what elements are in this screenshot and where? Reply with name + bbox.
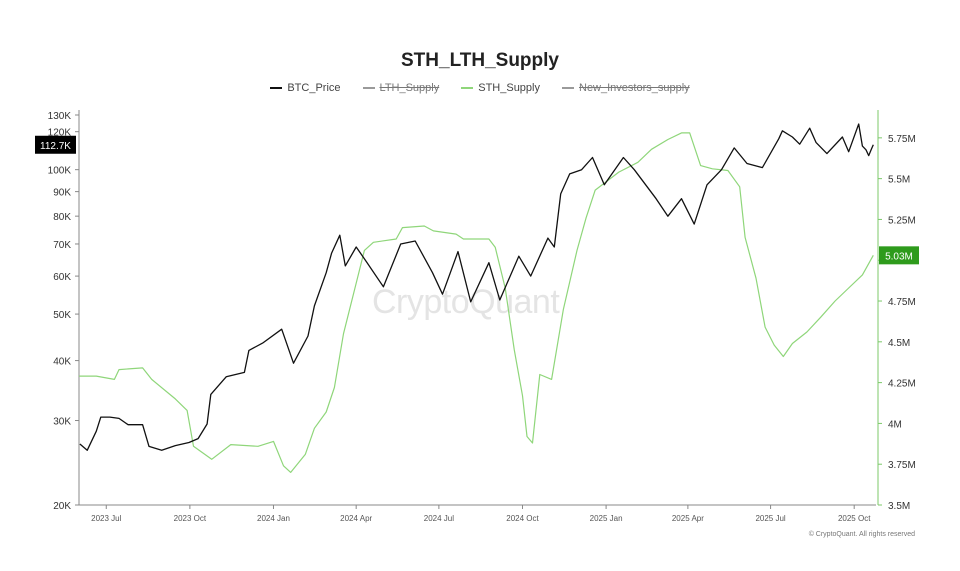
x-tick-label: 2025 Jul <box>755 514 785 523</box>
x-tick-label: 2024 Oct <box>506 514 539 523</box>
left-tick-label: 120K <box>48 128 72 139</box>
last-value-badge-btc <box>35 135 76 154</box>
x-tick-label: 2025 Jan <box>590 514 623 523</box>
left-tick-label: 70K <box>53 240 71 251</box>
legend-item-sth-supply[interactable]: STH_Supply <box>461 82 540 94</box>
series-line-sth-supply <box>79 132 874 473</box>
last-value-label-btc: 112.7K <box>40 141 71 152</box>
left-tick-label: 130K <box>48 111 72 122</box>
right-tick-label: 4.5M <box>888 338 910 349</box>
x-tick-label: 2025 Apr <box>672 514 704 523</box>
x-tick-label: 2024 Jul <box>424 514 454 523</box>
right-tick-label: 3.5M <box>888 501 910 512</box>
copyright-notice: © CryptoQuant. All rights reserved <box>808 531 915 538</box>
labels-layer: 112.7K 5.03M <box>35 135 919 265</box>
series-line-btc-price <box>79 123 874 451</box>
series-layer <box>79 123 874 473</box>
right-tick-label: 5.75M <box>888 134 916 145</box>
legend-item-btc-price[interactable]: BTC_Price <box>270 82 341 94</box>
legend-label-btc-price: BTC_Price <box>287 82 341 94</box>
legend-label-lth-supply: LTH_Supply <box>379 82 440 94</box>
last-value-badge-sth <box>879 246 919 265</box>
left-tick-label: 100K <box>48 166 72 177</box>
x-tick-label: 2023 Jul <box>91 514 121 523</box>
right-tick-label: 4.75M <box>888 297 916 308</box>
legend-swatch-new-investors-supply <box>562 87 574 89</box>
legend-item-lth-supply[interactable]: LTH_Supply <box>362 82 440 94</box>
right-tick-label: 4M <box>888 419 902 430</box>
left-tick-label: 30K <box>53 417 71 428</box>
left-tick-label: 20K <box>53 501 71 512</box>
right-tick-label: 5.5M <box>888 175 910 186</box>
left-tick-label: 40K <box>53 357 71 368</box>
axes-layer: 130K 120K 100K 90K 80K 70K 60K 50K 40K 30K 20K 5.75… <box>48 110 916 523</box>
right-tick-label: 3.75M <box>888 460 916 471</box>
legend-swatch-btc-price <box>270 87 283 89</box>
left-tick-label: 90K <box>53 188 71 199</box>
legend-label-new-investors-supply: New_Investors_supply <box>579 82 690 94</box>
left-tick-label: 50K <box>53 310 71 321</box>
watermark: CryptoQuant <box>372 283 560 321</box>
legend-swatch-sth-supply <box>461 87 474 89</box>
chart-legend: BTC_Price LTH_Supply STH_Supply New_Inve… <box>0 82 960 94</box>
legend-label-sth-supply: STH_Supply <box>478 82 540 94</box>
left-tick-label: 80K <box>53 212 71 223</box>
legend-item-new-investors-supply[interactable]: New_Investors_supply <box>562 82 690 94</box>
right-tick-label: 4.25M <box>888 379 916 390</box>
x-tick-label: 2024 Jan <box>257 514 290 523</box>
legend-swatch-lth-supply <box>362 87 375 89</box>
left-tick-label: 60K <box>53 272 71 283</box>
x-tick-label: 2023 Oct <box>174 514 207 523</box>
last-value-label-sth: 5.03M <box>885 251 913 262</box>
right-tick-label: 5.25M <box>888 215 916 226</box>
x-tick-label: 2024 Apr <box>340 514 372 523</box>
x-tick-label: 2025 Oct <box>838 514 871 523</box>
chart-title: STH_LTH_Supply <box>401 50 559 71</box>
